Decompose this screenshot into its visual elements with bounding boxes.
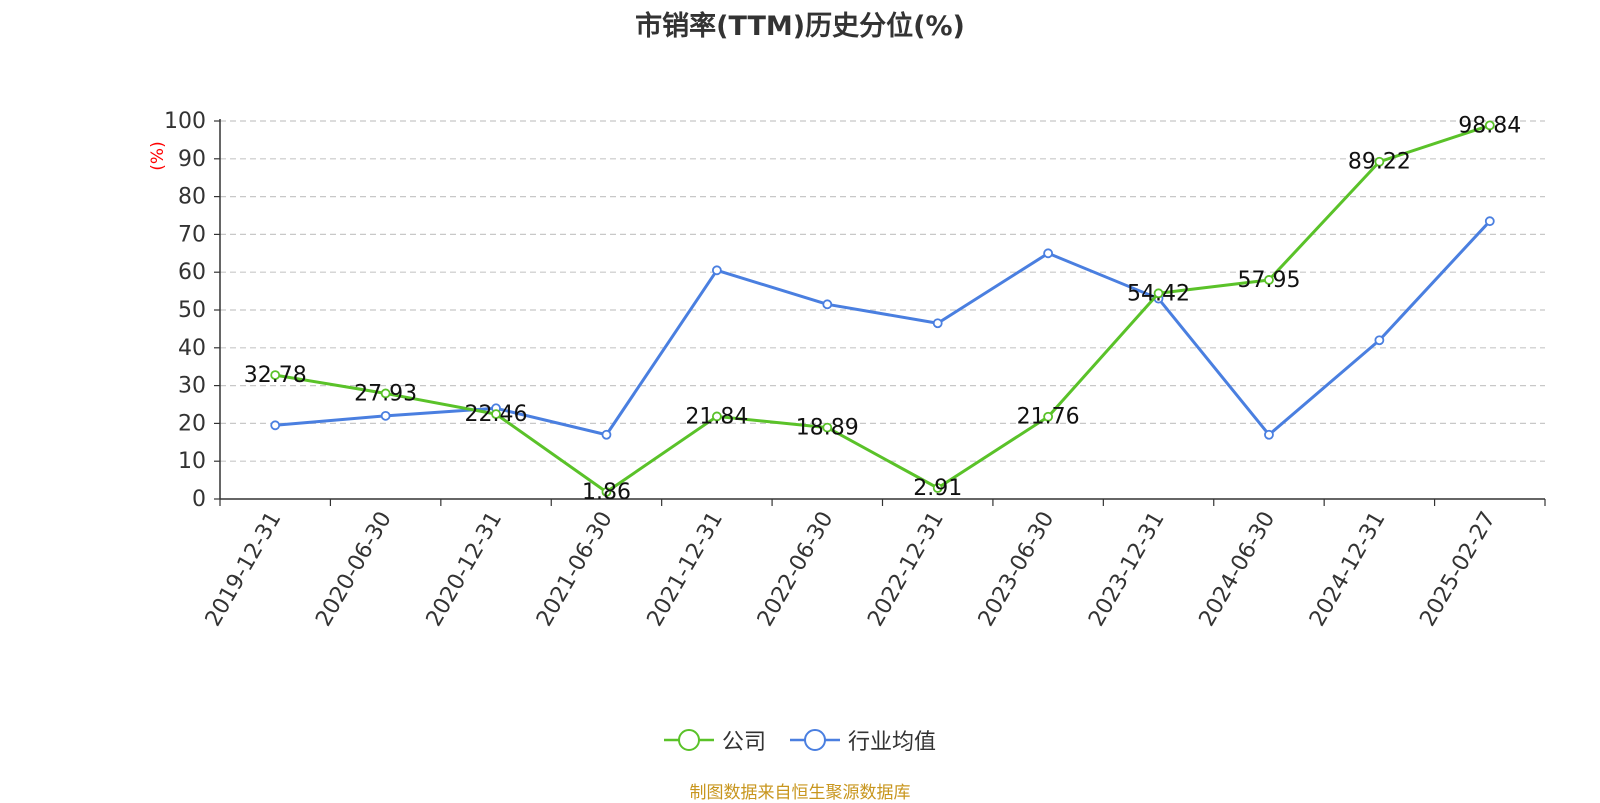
data-label: 21.76 <box>1017 405 1080 430</box>
y-tick-label: 40 <box>178 336 206 361</box>
x-tick-label: 2019-12-31 <box>201 508 287 631</box>
data-label: 18.89 <box>796 416 859 441</box>
y-tick-label: 20 <box>178 411 206 436</box>
y-tick-label: 30 <box>178 374 206 399</box>
industry-point <box>1264 429 1274 440</box>
industry-point <box>1043 248 1054 259</box>
industry-point <box>1484 216 1495 227</box>
company-point <box>1484 120 1495 131</box>
company-point <box>1264 275 1274 285</box>
x-tick-label: 2020-06-30 <box>311 508 397 631</box>
company-point <box>932 483 943 493</box>
x-tick-label: 2020-12-31 <box>422 508 508 631</box>
y-tick-label: 70 <box>178 222 206 247</box>
company-point <box>1374 156 1385 167</box>
legend-item-industry[interactable]: 行业均值 <box>790 724 936 756</box>
company-point <box>491 409 501 420</box>
y-tick-label: 90 <box>178 147 206 172</box>
data-label: 2.91 <box>913 476 962 501</box>
industry-point <box>711 265 722 276</box>
company-point <box>270 370 281 380</box>
y-axis-label: (%) <box>148 141 168 170</box>
y-tick-label: 100 <box>164 109 206 134</box>
data-label: 32.78 <box>244 363 307 388</box>
data-label: 22.46 <box>465 402 528 427</box>
y-tick-label: 50 <box>178 298 206 323</box>
industry-point <box>932 318 943 329</box>
x-tick-label: 2021-12-31 <box>642 508 728 631</box>
y-tick-label: 0 <box>192 487 206 512</box>
legend-label-company: 公司 <box>721 730 766 755</box>
industry-point <box>1374 335 1385 346</box>
legend-label-industry: 行业均值 <box>848 730 937 755</box>
data-label: 21.84 <box>685 404 748 429</box>
data-label: 1.86 <box>582 480 631 505</box>
industry-point <box>822 299 833 310</box>
y-tick-label: 60 <box>178 260 206 285</box>
x-tick-label: 2024-06-30 <box>1195 508 1281 631</box>
x-tick-label: 2023-06-30 <box>974 508 1060 631</box>
industry-point <box>601 429 612 440</box>
company-line <box>274 123 1491 494</box>
industry-point <box>380 410 391 421</box>
x-tick-label: 2025-02-27 <box>1415 508 1501 631</box>
company-point <box>1153 288 1164 299</box>
source-note: 制图数据来自恒生聚源数据库 <box>689 783 911 803</box>
data-label: 89.22 <box>1348 150 1411 175</box>
legend-item-company[interactable]: 公司 <box>663 724 766 756</box>
industry-point <box>270 420 281 431</box>
data-label: 98.84 <box>1458 113 1521 138</box>
company-point <box>1043 411 1054 422</box>
legend-industry-marker <box>790 729 840 751</box>
x-tick-label: 2021-06-30 <box>532 508 618 631</box>
x-tick-label: 2022-12-31 <box>863 508 949 631</box>
data-label: 54.42 <box>1127 281 1190 306</box>
x-tick-label: 2024-12-31 <box>1305 508 1391 631</box>
x-tick-label: 2022-06-30 <box>753 508 839 631</box>
company-point <box>601 487 612 497</box>
legend: 公司 行业均值 <box>0 724 1600 756</box>
industry-line <box>275 220 1491 437</box>
company-point <box>380 388 391 399</box>
chart-title: 市销率(TTM)历史分位(%) <box>635 11 965 42</box>
y-tick-label: 80 <box>178 185 206 210</box>
y-tick-label: 10 <box>178 449 206 474</box>
data-label: 57.95 <box>1237 268 1300 293</box>
company-point <box>822 422 833 433</box>
legend-company-marker <box>663 729 714 751</box>
x-tick-label: 2023-12-31 <box>1084 508 1170 631</box>
data-label: 27.93 <box>354 381 417 406</box>
company-point <box>711 411 722 422</box>
